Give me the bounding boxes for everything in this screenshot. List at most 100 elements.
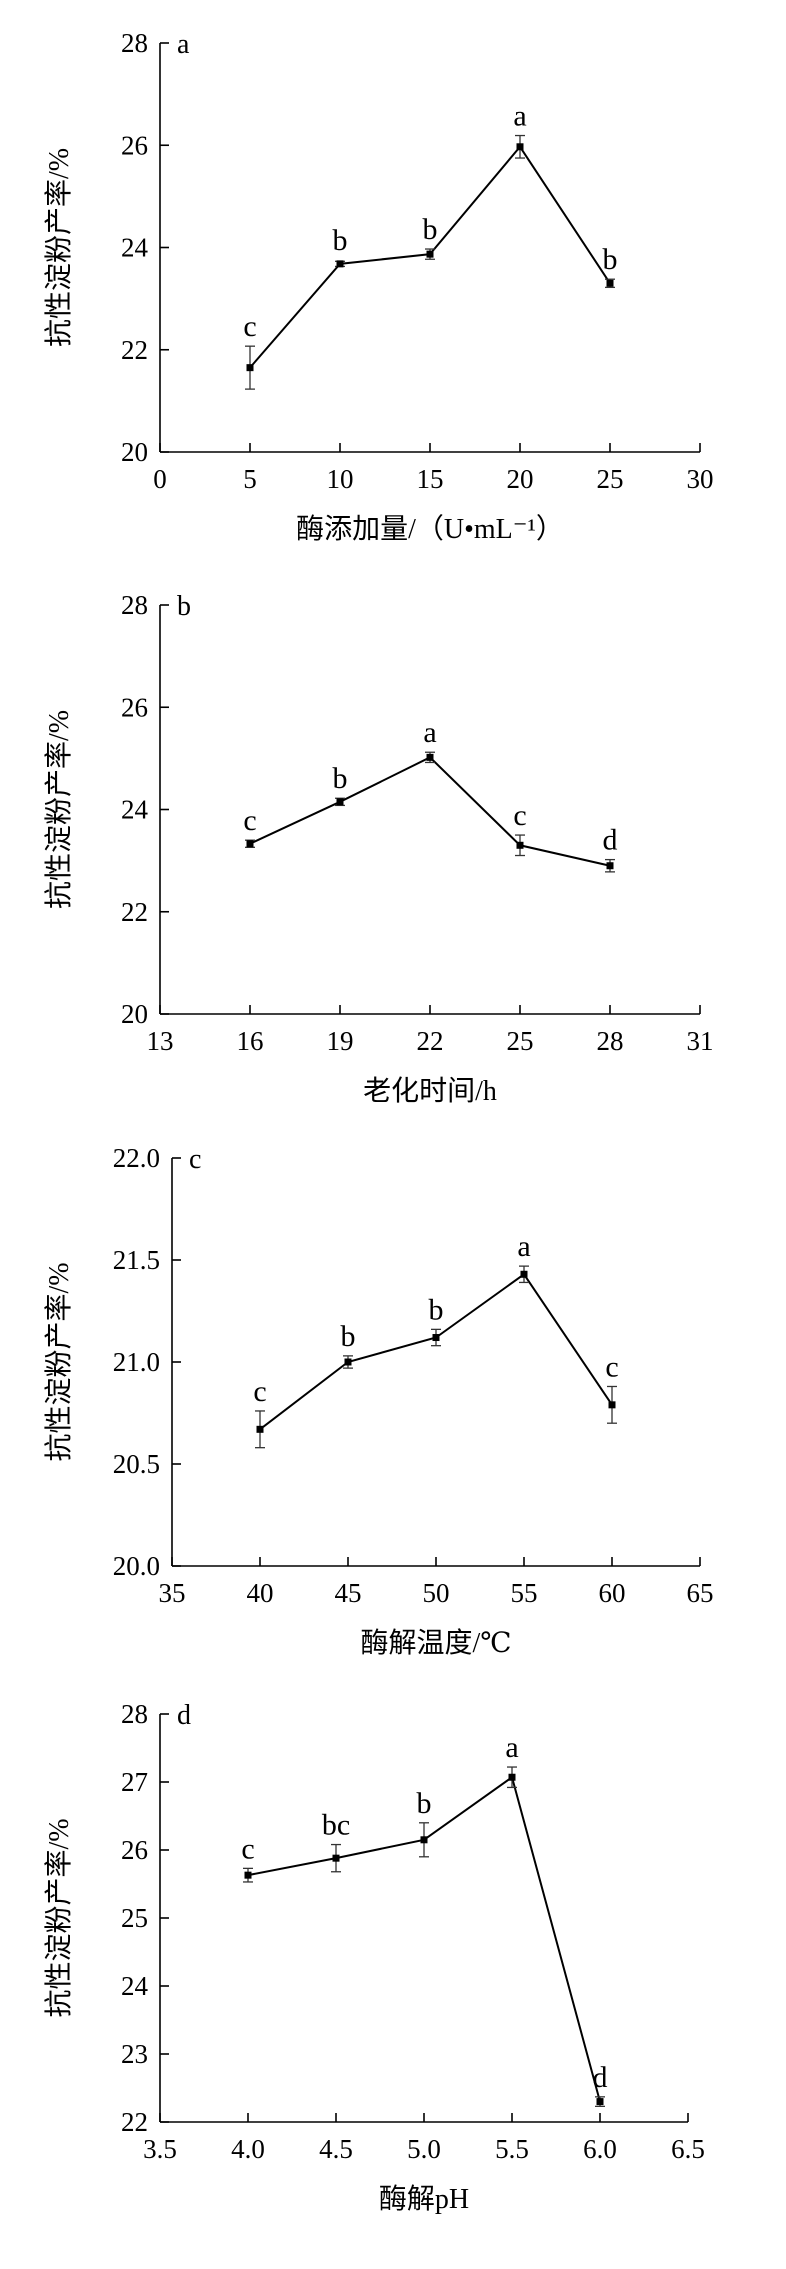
significance-label: c [605,1350,618,1383]
x-axis-title: 老化时间/h [363,1075,497,1107]
x-tick-label: 55 [511,1578,538,1608]
data-point [256,1425,264,1433]
data-point [516,143,524,151]
y-tick-label: 20.5 [113,1449,160,1479]
x-tick-label: 20 [507,464,534,494]
y-tick-label: 22 [121,2107,148,2137]
data-point [244,1871,252,1879]
x-tick-label: 6.0 [583,2134,617,2164]
y-tick-label: 22 [121,335,148,365]
panel-label: b [177,591,191,622]
data-point [608,1401,616,1409]
x-tick-label: 30 [687,464,714,494]
x-axis-title: 酶解温度/℃ [360,1627,511,1659]
y-tick-label: 26 [121,1835,148,1865]
y-tick-label: 26 [121,130,148,160]
series-line [249,756,611,867]
x-tick-label: 16 [237,1026,264,1056]
data-point [420,1836,428,1844]
panel-label: d [177,1700,191,1731]
data-point [332,1854,340,1862]
chart-panel-a: 20 22 24 26 28 0 5 10 15 20 25 30 酶添加量/（U•mL⁻¹） 抗性淀粉产… [43,28,714,545]
significance-label: d [603,824,618,857]
data-point [508,1773,516,1781]
significance-label: a [513,100,526,133]
y-tick-label: 28 [121,1699,148,1729]
significance-label: c [243,310,256,343]
significance-label: a [505,1731,518,1764]
chart-panel-d: 22 23 24 25 26 27 28 3.5 4.0 4.5 5.0 5.5 6.0 6.5 酶解pH 抗… [43,1699,705,2215]
x-tick-label: 6.5 [671,2134,705,2164]
significance-label: b [333,762,348,795]
significance-label: b [429,1293,444,1326]
data-point [336,260,344,268]
significance-label: b [603,243,618,276]
chart-panel-b: 20 22 24 26 28 13 16 19 22 25 28 31 老化时间/h 抗性淀粉产率/% b c… [43,590,714,1107]
y-tick-label: 24 [121,233,149,263]
x-tick-label: 35 [159,1578,186,1608]
x-tick-label: 60 [599,1578,626,1608]
y-tick-label: 22 [121,897,148,927]
data-point [432,1334,440,1342]
x-tick-label: 45 [335,1578,362,1608]
data-point [246,840,254,848]
x-tick-label: 25 [597,464,624,494]
y-tick-label: 20.0 [113,1551,160,1581]
data-point [516,841,524,849]
data-point [336,798,344,806]
y-tick-label: 28 [121,28,148,58]
y-axis-title: 抗性淀粉产率/% [43,1818,75,2017]
significance-label: a [517,1230,530,1263]
x-tick-label: 5 [243,464,257,494]
y-tick-label: 26 [121,692,148,722]
data-point [246,364,254,372]
y-tick-label: 27 [121,1767,148,1797]
significance-label: c [253,1375,266,1408]
x-tick-label: 50 [423,1578,450,1608]
chart-panel-c: 20.0 20.5 21.0 21.5 22.0 35 40 45 50 55 60 65 酶解温度/℃… [43,1143,714,1659]
y-tick-label: 21.5 [113,1245,160,1275]
y-axis-title: 抗性淀粉产率/% [43,1262,75,1461]
x-tick-label: 25 [507,1026,534,1056]
x-tick-label: 3.5 [143,2134,177,2164]
x-tick-label: 4.5 [319,2134,353,2164]
y-tick-label: 21.0 [113,1347,160,1377]
y-axis-title: 抗性淀粉产率/% [43,710,75,909]
significance-label: bc [322,1809,350,1842]
x-tick-label: 13 [147,1026,174,1056]
y-tick-label: 23 [121,2039,148,2069]
y-tick-label: 24 [121,795,149,825]
y-tick-label: 25 [121,1903,148,1933]
significance-label: c [243,804,256,837]
x-tick-label: 19 [327,1026,354,1056]
x-tick-label: 15 [417,464,444,494]
data-point [520,1270,528,1278]
y-tick-label: 20 [121,437,148,467]
significance-label: c [513,799,526,832]
x-tick-label: 10 [327,464,354,494]
x-tick-label: 28 [597,1026,624,1056]
y-tick-label: 28 [121,590,148,620]
x-tick-label: 4.0 [231,2134,265,2164]
x-tick-label: 5.0 [407,2134,441,2164]
x-axis-title: 酶添加量/（U•mL⁻¹） [296,513,564,545]
significance-label: c [241,1832,254,1865]
y-axis-title: 抗性淀粉产率/% [43,148,75,347]
significance-label: a [423,716,436,749]
significance-label: b [341,1320,356,1353]
significance-label: b [423,213,438,246]
x-tick-label: 65 [687,1578,714,1608]
x-axis-title: 酶解pH [379,2183,469,2215]
panel-label: a [177,29,190,60]
panel-label: c [189,1144,201,1175]
data-point [344,1358,352,1366]
data-point [606,862,614,870]
data-point [596,2098,604,2106]
y-tick-label: 22.0 [113,1143,160,1173]
x-tick-label: 40 [247,1578,274,1608]
significance-label: d [593,2061,608,2094]
x-tick-label: 5.5 [495,2134,529,2164]
x-tick-label: 0 [153,464,167,494]
data-point [426,753,434,761]
